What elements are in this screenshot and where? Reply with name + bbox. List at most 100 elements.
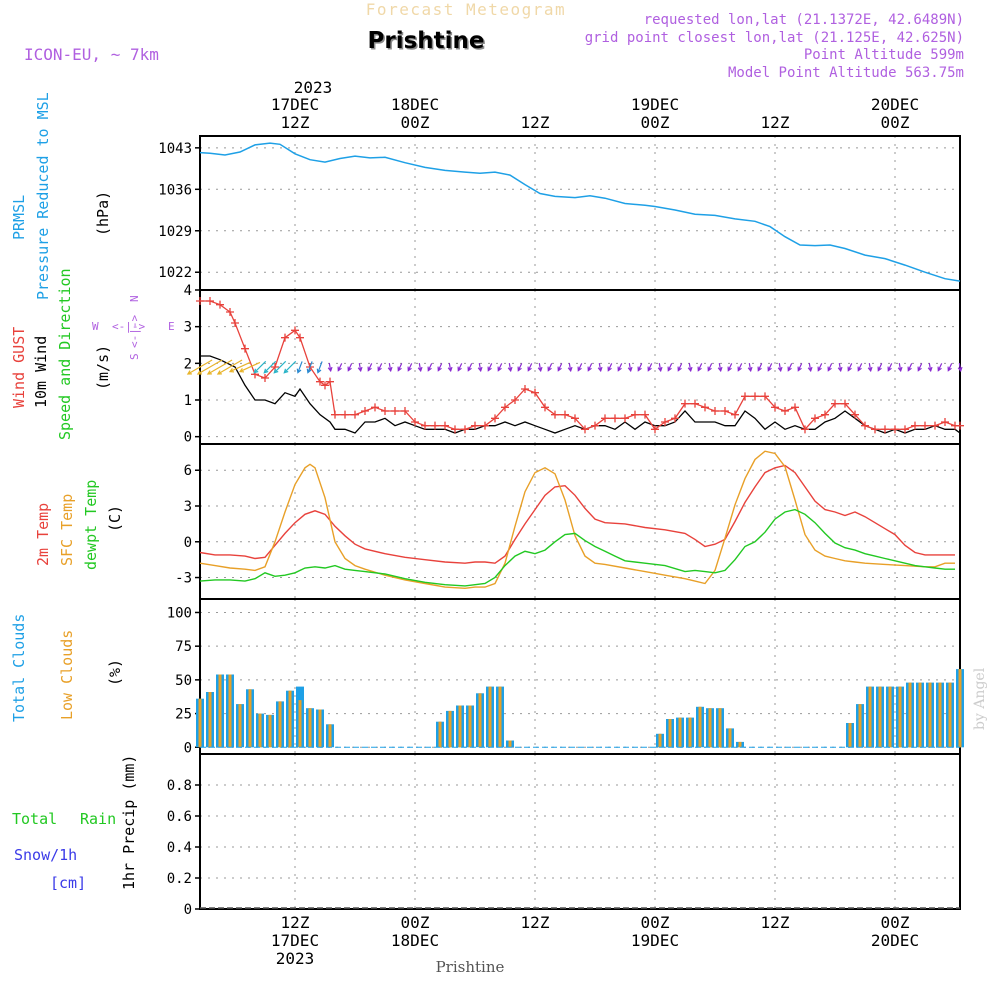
- label-low-clouds: Low Clouds: [58, 630, 76, 720]
- label-cm: [cm]: [50, 874, 86, 892]
- series-sfc-temp-line: [199, 450, 955, 590]
- time-label-top-date: 20DEC: [871, 95, 919, 114]
- series-10m-wind-line: [200, 355, 961, 434]
- gust-marker: [661, 418, 669, 426]
- label-c: (C): [106, 505, 124, 532]
- gust-marker: [391, 407, 399, 415]
- wind-direction-arrow: [907, 363, 913, 372]
- y-tick-label: 50: [175, 673, 192, 689]
- gust-marker: [341, 410, 349, 419]
- wind-direction-arrow: [697, 363, 703, 372]
- gust-marker: [281, 333, 289, 342]
- gust-marker: [241, 344, 249, 353]
- time-label-bottom-date: 19DEC: [631, 931, 679, 950]
- gust-marker: [441, 421, 449, 430]
- y-tick-label: 0.6: [167, 809, 192, 825]
- low-clouds-bar: [858, 704, 862, 748]
- wind-direction-arrow: [937, 363, 943, 372]
- wind-direction-arrow: [717, 362, 723, 373]
- gust-marker: [921, 421, 929, 430]
- low-clouds-bar: [308, 708, 312, 748]
- low-clouds-bar: [688, 717, 692, 748]
- compass-n: N: [128, 295, 141, 302]
- low-clouds-bar: [898, 686, 902, 748]
- label-10m-wind: 10m Wind: [32, 336, 50, 408]
- label-total: Total: [12, 810, 57, 828]
- label-prmsl: PRMSL: [10, 195, 28, 240]
- gust-marker: [861, 421, 869, 430]
- gust-marker: [401, 407, 409, 415]
- wind-direction-arrow: [767, 363, 773, 372]
- gust-marker: [851, 410, 859, 419]
- wind-direction-arrow: [228, 361, 251, 373]
- location-title-front: Prishtine: [368, 28, 485, 54]
- wind-direction-arrow: [737, 363, 743, 372]
- forecast-title: Forecast Meteogram: [366, 0, 566, 19]
- gust-marker: [671, 414, 679, 423]
- wind-direction-arrow: [507, 362, 513, 373]
- gust-marker: [771, 403, 779, 412]
- gust-marker: [531, 388, 539, 397]
- gust-marker: [371, 403, 379, 412]
- gust-marker: [741, 392, 749, 401]
- wind-direction-arrow: [497, 363, 503, 372]
- y-tick-label: 25: [175, 707, 192, 723]
- gust-marker: [431, 421, 439, 430]
- panel-wind: 0 1 2 3 4: [184, 283, 961, 446]
- low-clouds-bar: [198, 698, 202, 748]
- wind-direction-arrow: [627, 362, 633, 373]
- gust-marker: [361, 407, 369, 415]
- gust-marker: [451, 425, 459, 434]
- y-tick-label: 0: [184, 430, 192, 446]
- wind-direction-arrow: [577, 363, 583, 372]
- y-tick-label: 1043: [158, 141, 192, 157]
- gust-marker: [651, 425, 659, 434]
- gust-marker: [831, 399, 839, 408]
- wind-direction-arrow: [687, 362, 693, 373]
- gust-marker: [601, 414, 609, 423]
- wind-direction-arrow: [797, 363, 803, 372]
- low-clouds-bar: [918, 682, 922, 748]
- time-label-bottom-date: 18DEC: [391, 931, 439, 950]
- wind-direction-arrow: [887, 363, 893, 372]
- label-hpa: (hPa): [94, 191, 112, 236]
- wind-direction-arrow: [206, 359, 233, 375]
- low-clouds-bar: [258, 713, 262, 748]
- wind-direction-arrow: [427, 363, 433, 372]
- gust-marker: [811, 414, 819, 423]
- label-sfc-temp: SFC Temp: [58, 494, 76, 566]
- time-label-bottom-hour: 00Z: [881, 913, 910, 932]
- gust-marker: [481, 421, 489, 430]
- y-tick-label: 75: [175, 639, 192, 655]
- wind-direction-arrow: [927, 362, 933, 373]
- label-wind-gust: Wind GUST: [10, 327, 28, 408]
- series-wind-gust-line: [200, 300, 960, 431]
- gust-marker: [511, 396, 519, 404]
- wind-direction-arrow: [947, 363, 953, 372]
- gust-marker: [351, 410, 359, 419]
- wind-direction-arrow: [327, 362, 333, 373]
- wind-direction-arrow: [957, 362, 963, 373]
- label-dewpt-temp: dewpt Temp: [82, 480, 100, 570]
- wind-direction-arrow: [263, 360, 277, 374]
- low-clouds-bar: [278, 701, 282, 748]
- y-tick-label: 1036: [158, 182, 192, 198]
- gust-marker: [216, 300, 224, 309]
- label-rain: Rain: [80, 810, 116, 828]
- wind-direction-arrow: [897, 362, 903, 373]
- low-clouds-bar: [678, 717, 682, 748]
- time-label-top-hour: 12Z: [281, 113, 310, 132]
- compass-rose: N S W E <-|-> <-|->: [92, 295, 175, 360]
- gust-marker: [551, 410, 559, 419]
- gust-marker: [461, 425, 469, 434]
- wind-direction-arrow: [827, 363, 833, 372]
- gust-marker: [871, 425, 879, 434]
- low-clouds-bar: [878, 686, 882, 748]
- gust-marker: [621, 414, 629, 423]
- y-tick-label: 0: [184, 535, 192, 551]
- wind-direction-arrow: [283, 360, 297, 374]
- wind-direction-arrow: [667, 363, 673, 372]
- time-label-top-hour: 00Z: [881, 113, 910, 132]
- gust-marker: [471, 421, 479, 430]
